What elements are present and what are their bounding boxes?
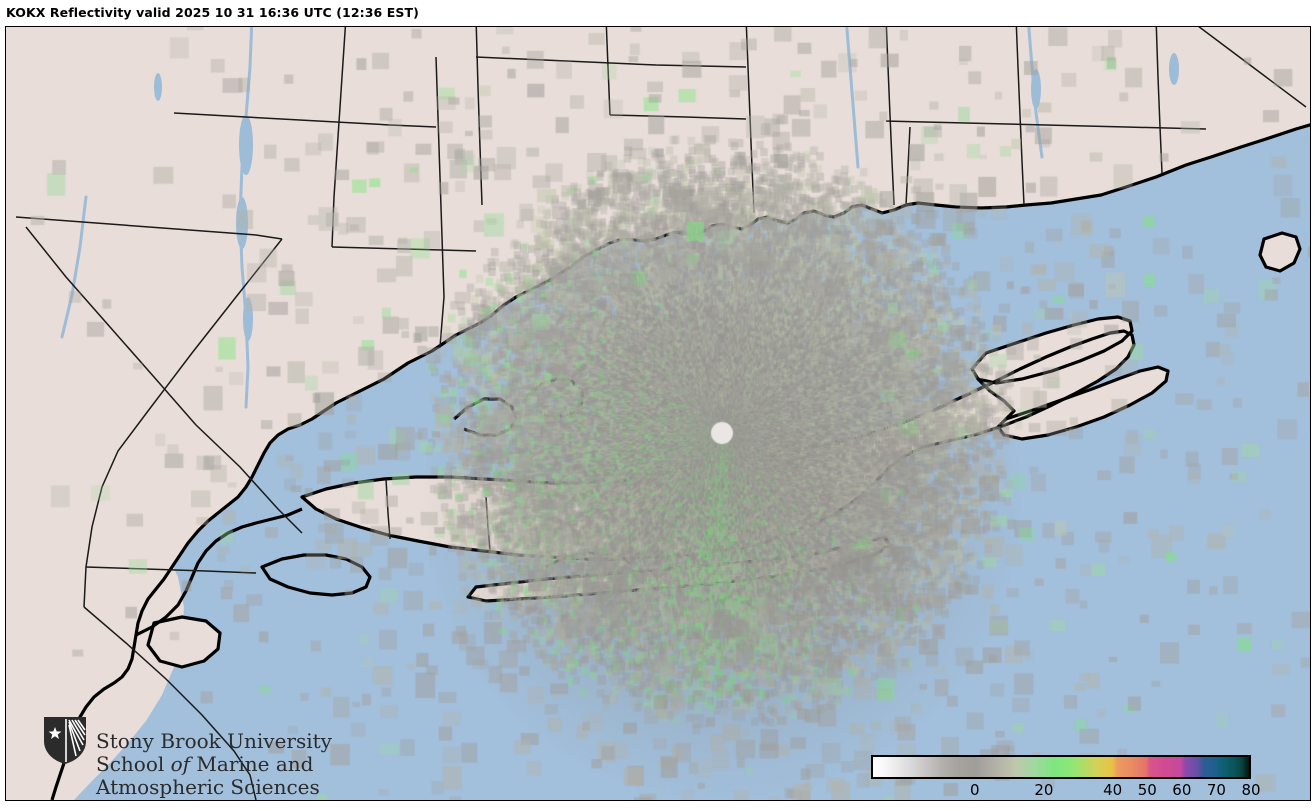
colorbar-gradient-bar [871,755,1251,779]
colorbar-tick-80: 80 [1241,781,1261,799]
sbu-line-2: School of Marine and [96,754,313,774]
colorbar-tick-70: 70 [1206,781,1226,799]
lake-6 [154,73,162,101]
sbu-line-2-post: Marine and [190,752,314,776]
map-panel[interactable]: Stony Brook University School of Marine … [5,26,1311,801]
sbu-logo: Stony Brook University School of Marine … [42,713,332,799]
lake-1 [239,115,253,175]
map-canvas-clip [6,27,1310,800]
colorbar-tick-60: 60 [1172,781,1192,799]
colorbar-tick-20: 20 [1034,781,1054,799]
title-bar: KOKX Reflectivity valid 2025 10 31 16:36… [0,0,1316,26]
sbu-line-2-pre: School [96,752,171,776]
colorbar-legend: 0 20 40 50 60 70 80 [871,755,1286,800]
colorbar-tick-50: 50 [1137,781,1157,799]
sbu-line-2-italic: of [170,752,191,776]
lake-4 [1031,69,1041,109]
colorbar-tick-0: 0 [969,781,980,799]
lake-3 [243,297,253,341]
colorbar-tick-40: 40 [1103,781,1123,799]
sbu-shield-icon [44,717,86,764]
basemap-svg [6,27,1310,800]
sbu-logo-text: Stony Brook University School of Marine … [42,713,332,799]
lake-2 [236,197,248,249]
colorbar-gradient-fill [873,757,1249,777]
lake-5 [1169,53,1179,85]
page-title: KOKX Reflectivity valid 2025 10 31 16:36… [6,5,419,20]
sbu-line-1: Stony Brook University [96,729,332,753]
sbu-line-3: Atmospheric Sciences [96,775,320,799]
